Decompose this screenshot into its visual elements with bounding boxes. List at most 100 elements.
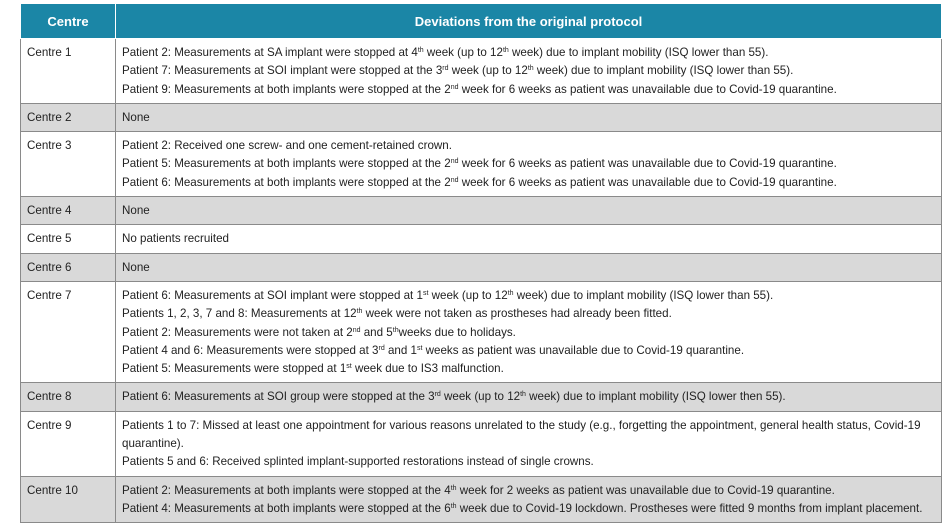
text-segment: Patients 5 and 6: Received splinted impl… — [122, 455, 594, 469]
text-segment: Patient 4: Measurements at both implants… — [122, 501, 451, 515]
text-segment: week due to Covid-19 lockdown. Prosthese… — [456, 501, 923, 515]
deviation-cell: None — [115, 196, 942, 226]
ordinal-suffix: nd — [450, 83, 459, 91]
ordinal-suffix: th — [450, 484, 457, 492]
deviation-cell: Patient 2: Measurements at both implants… — [115, 475, 942, 523]
text-segment: week for 2 weeks as patient was unavaila… — [456, 483, 835, 497]
deviation-line: Patient 4: Measurements at both implants… — [122, 500, 935, 518]
centre-cell: Centre 5 — [20, 224, 116, 254]
text-segment: week) due to implant mobility (ISQ lower… — [533, 64, 794, 78]
text-segment: Patient 7: Measurements at SOI implant w… — [122, 64, 443, 78]
header-cell: Centre — [20, 3, 116, 39]
deviation-line: None — [122, 202, 935, 220]
deviation-line: Patient 6: Measurements at SOI group wer… — [122, 388, 935, 406]
table-row: Centre 10 Patient 2: Measurements at both… — [20, 475, 942, 523]
deviation-cell: Patient 2: Received one screw- and one c… — [115, 131, 942, 198]
deviation-line: Patient 6: Measurements at both implants… — [122, 174, 935, 192]
ordinal-suffix: rd — [378, 344, 385, 352]
ordinal-suffix: th — [417, 47, 424, 54]
deviation-line: Patient 6: Measurements at SOI implant w… — [122, 287, 935, 305]
ordinal-suffix: rd — [442, 65, 449, 73]
text-segment: week for 6 weeks as patient was unavaila… — [458, 157, 837, 171]
ordinal-suffix: th — [502, 47, 509, 54]
text-segment: Patient 2: Measurements at both implants… — [122, 483, 451, 497]
deviation-line: Patient 5: Measurements at both implants… — [122, 155, 935, 173]
ordinal-suffix: st — [346, 363, 352, 371]
text-segment: week (up to 12 — [448, 64, 528, 78]
centre-cell: Centre 6 — [20, 252, 116, 282]
table-row: Centre 7 Patient 6: Measurements at SOI i… — [20, 280, 942, 384]
table-row: Centre 9 Patients 1 to 7: Missed at least… — [20, 410, 942, 477]
centre-cell: Centre 2 — [20, 102, 116, 133]
deviation-line: Patient 2: Measurements were not taken a… — [122, 324, 935, 342]
text-segment: Patient 6: Measurements at SOI group wer… — [122, 390, 435, 404]
text-segment: weeks as patient was unavailable due to … — [422, 343, 745, 357]
ordinal-suffix: rd — [434, 391, 441, 399]
deviation-line: Patient 5: Measurements were stopped at … — [122, 360, 935, 378]
text-segment: and 1 — [384, 343, 417, 357]
table-row: Centre 4 None — [20, 196, 942, 226]
ordinal-suffix: th — [356, 308, 363, 316]
centre-cell: Centre 7 — [20, 280, 116, 384]
ordinal-suffix: st — [416, 344, 423, 352]
ordinal-suffix: th — [520, 391, 526, 399]
deviation-line: Patient 2: Measurements at both implants… — [122, 482, 935, 500]
text-segment: Patient 2: Received one screw- and one c… — [122, 139, 452, 153]
table-row: Centre 1 Patient 2: Measurements at SA im… — [20, 38, 942, 104]
text-segment: week (up to 12 — [428, 288, 508, 302]
deviation-line: Patient 9: Measurements at both implants… — [122, 81, 935, 99]
text-segment: week were not taken as prostheses had al… — [362, 307, 672, 321]
table-row: Centre 5 No patients recruited — [20, 224, 942, 254]
deviation-line: Patient 2: Measurements at SA implant we… — [122, 44, 935, 62]
deviation-line: Patient 4 and 6: Measurements were stopp… — [122, 342, 935, 360]
ordinal-suffix: st — [422, 289, 429, 297]
text-segment: week) due to implant mobility (ISQ lower… — [513, 288, 774, 302]
text-segment: week for 6 weeks as patient was unavaila… — [458, 175, 837, 189]
deviation-line: Patient 2: Received one screw- and one c… — [122, 137, 935, 155]
table-body: Centre 1 Patient 2: Measurements at SA im… — [20, 38, 942, 523]
text-segment: week (up to 12 — [440, 390, 521, 404]
centre-cell: Centre 3 — [20, 131, 116, 198]
header-cell: Deviations from the original protocol — [115, 3, 942, 39]
text-segment: Patient 2: Measurements at SA implant we… — [122, 46, 418, 59]
centre-cell: Centre 8 — [20, 382, 116, 412]
deviation-cell: None — [115, 102, 942, 133]
ordinal-suffix: th — [507, 289, 514, 297]
text-segment: week (up to 12 — [423, 46, 503, 59]
deviation-cell: No patients recruited — [115, 224, 942, 254]
table-row: Centre 2 None — [20, 102, 942, 133]
header-row: Centre Deviations from the original prot… — [20, 3, 942, 39]
text-segment: Patient 4 and 6: Measurements were stopp… — [122, 343, 379, 357]
deviation-line: No patients recruited — [122, 230, 935, 248]
centre-cell: Centre 4 — [20, 196, 116, 226]
text-segment: week) due to implant mobility (ISQ lower… — [508, 46, 769, 59]
ordinal-suffix: nd — [450, 158, 459, 166]
centre-cell: Centre 10 — [20, 475, 116, 523]
deviation-cell: Patient 6: Measurements at SOI implant w… — [115, 280, 942, 384]
text-segment: Patient 6: Measurements at SOI implant w… — [122, 288, 423, 302]
table-row: Centre 3 Patient 2: Received one screw- a… — [20, 131, 942, 198]
ordinal-suffix: th — [392, 326, 399, 334]
text-segment: week due to IS3 malfunction. — [351, 362, 504, 376]
deviations-table: Centre Deviations from the original prot… — [20, 3, 942, 523]
deviation-line: None — [122, 259, 935, 277]
text-segment: and 5 — [360, 325, 393, 339]
text-segment: weeks due to holidays. — [398, 325, 516, 339]
deviation-cell: None — [115, 252, 942, 282]
ordinal-suffix: nd — [352, 326, 361, 334]
table-row: Centre 8 Patient 6: Measurements at SOI g… — [20, 382, 942, 412]
text-segment: Patient 2: Measurements were not taken a… — [122, 325, 353, 339]
text-segment: Patients 1 to 7: Missed at least one app… — [122, 418, 921, 451]
deviation-cell: Patient 2: Measurements at SA implant we… — [115, 38, 942, 104]
ordinal-suffix: th — [527, 65, 534, 73]
deviation-line: Patients 1, 2, 3, 7 and 8: Measurements … — [122, 305, 935, 323]
deviation-line: Patients 1 to 7: Missed at least one app… — [122, 417, 935, 454]
text-segment: None — [122, 260, 150, 274]
deviation-cell: Patient 6: Measurements at SOI group wer… — [115, 382, 942, 412]
ordinal-suffix: th — [450, 502, 457, 510]
text-segment: Patient 6: Measurements at both implants… — [122, 175, 451, 189]
text-segment: Patients 1, 2, 3, 7 and 8: Measurements … — [122, 307, 357, 321]
text-segment: Patient 5: Measurements were stopped at … — [122, 362, 347, 376]
deviation-line: Patient 7: Measurements at SOI implant w… — [122, 62, 935, 80]
text-segment: Patient 5: Measurements at both implants… — [122, 157, 451, 171]
